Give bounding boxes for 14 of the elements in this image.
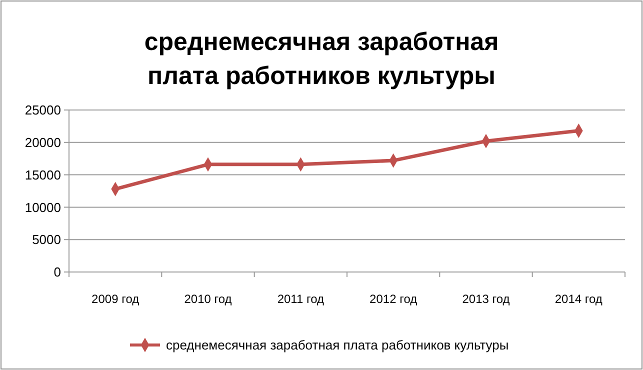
x-tick-label: 2012 год — [370, 292, 418, 306]
x-tick-label: 2013 год — [462, 292, 510, 306]
x-tick-label: 2014 год — [554, 292, 602, 306]
x-tick-label: 2010 год — [184, 292, 232, 306]
chart-title: среднемесячная заработная плата работников культуры — [144, 28, 499, 90]
y-tick-label: 20000 — [24, 134, 61, 150]
y-tick-label: 15000 — [24, 167, 61, 182]
x-tick-label: 2009 год — [92, 292, 140, 306]
y-tick-label: 0 — [54, 264, 61, 280]
y-tick-label: 5000 — [32, 232, 61, 248]
x-tick-label: 2011 год — [277, 292, 324, 306]
legend-label: среднемесячная заработная плата работников культуры — [166, 338, 509, 353]
y-tick-label: 25000 — [24, 102, 61, 118]
y-tick-label: 10000 — [24, 200, 61, 215]
